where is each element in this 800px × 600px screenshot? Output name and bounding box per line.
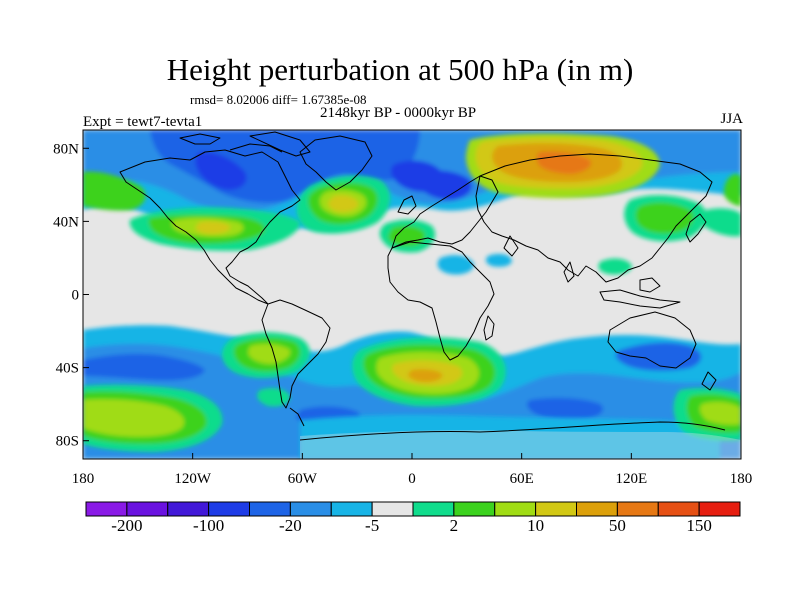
colorbar-swatch	[535, 501, 577, 517]
colorbar-swatch	[412, 501, 455, 517]
lon-tick-label: 120E	[615, 471, 647, 487]
colorbar-tick-label: 50	[608, 516, 626, 535]
plot-subtitle: 2148kyr BP - 0000kyr BP	[320, 105, 477, 121]
colorbar-tick-label: -5	[365, 516, 380, 535]
lat-tick-label: 80S	[56, 434, 79, 450]
season-label: JJA	[720, 111, 743, 127]
colorbar-swatch	[616, 501, 659, 517]
height-field	[83, 130, 741, 459]
lon-tick-label: 180	[730, 471, 753, 487]
lon-tick-label: 60W	[288, 471, 318, 487]
colorbar-swatch	[698, 501, 741, 517]
colorbar-swatch	[494, 501, 537, 517]
colorbar-swatch	[453, 501, 496, 517]
colorbar-swatch	[289, 501, 332, 517]
lon-tick-label: 180	[72, 471, 95, 487]
colorbar-tick-label: 2	[449, 516, 459, 535]
colorbar-swatch	[657, 501, 700, 517]
longitude-axis: 180 120W 60W 0 60E 120E 180	[72, 453, 753, 487]
colorbar-tick-label: 10	[527, 516, 545, 535]
colorbar-swatch	[576, 501, 618, 517]
colorbar-swatch	[208, 501, 250, 517]
stats-line: rmsd= 8.02006 diff= 1.67385e-08	[190, 92, 367, 107]
latitude-axis: 80N 40N 0 40S 80S	[53, 141, 89, 450]
colorbar-swatch	[249, 501, 291, 517]
lon-tick-label: 120W	[174, 471, 212, 487]
lat-tick-label: 40S	[56, 361, 79, 377]
lat-tick-label: 80N	[53, 141, 79, 157]
colorbar	[85, 501, 741, 517]
coastlines	[119, 131, 726, 441]
colorbar-swatch	[330, 501, 373, 517]
lon-tick-label: 0	[408, 471, 416, 487]
colorbar-tick-label: -20	[279, 516, 302, 535]
plot-title: Height perturbation at 500 hPa (in m)	[166, 52, 634, 87]
experiment-label: Expt = tewt7-tevta1	[83, 114, 203, 130]
colorbar-swatch	[126, 501, 169, 517]
lat-tick-label: 0	[72, 288, 80, 304]
colorbar-tick-label: 150	[686, 516, 712, 535]
colorbar-swatch	[85, 501, 128, 517]
colorbar-swatch	[167, 501, 210, 517]
colorbar-swatch	[371, 501, 414, 517]
lat-tick-label: 40N	[53, 214, 79, 230]
colorbar-tick-label: -100	[193, 516, 225, 535]
colorbar-tick-label: -200	[111, 516, 143, 535]
lon-tick-label: 60E	[510, 471, 534, 487]
